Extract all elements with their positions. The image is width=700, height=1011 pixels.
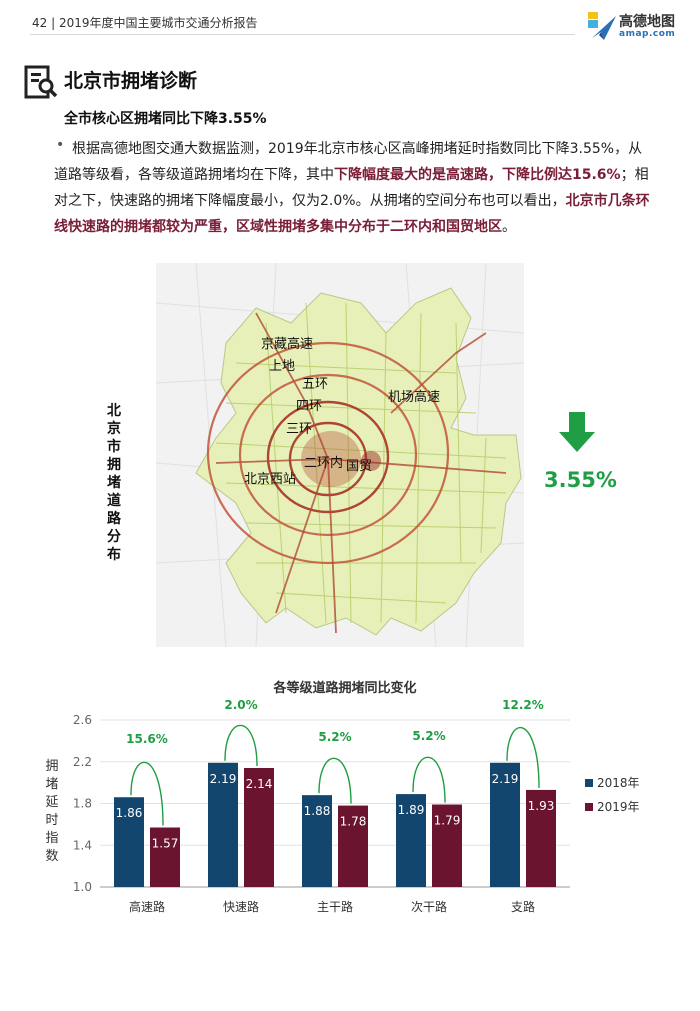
change-percentage-label: 5.2% [318, 730, 351, 744]
bar-value-label: 1.57 [152, 837, 179, 851]
body-paragraph: 根据高德地图交通大数据监测，2019年北京市核心区高峰拥堵延时指数同比下降3.5… [54, 136, 654, 240]
section-title: 北京市拥堵诊断 [64, 70, 198, 92]
bar-value-label: 1.88 [304, 804, 331, 818]
header-divider [30, 34, 575, 35]
paragraph-text-3: 。 [502, 219, 516, 235]
bar-2018 [490, 762, 520, 887]
change-arc [224, 724, 258, 767]
y-tick-label: 1.8 [73, 797, 92, 811]
y-tick-label: 2.6 [73, 713, 92, 727]
bar-value-label: 1.78 [340, 815, 367, 829]
chart-y-axis-label: 拥堵延时指数 [45, 759, 58, 864]
map-label-fifth-ring: 五环 [302, 377, 329, 392]
map-label-fourth-ring: 四环 [296, 399, 323, 414]
y-tick-label: 2.2 [73, 755, 92, 769]
bar-2019 [244, 768, 274, 887]
paragraph-text-1: 根据高德地图交通大数据监测，2019年北京市核心区高峰拥堵延时指数同比下降3.5… [54, 141, 643, 183]
bar-value-label: 2.19 [492, 772, 519, 786]
bar-2019 [432, 804, 462, 887]
map-side-label: 北京市拥堵道路分布 [107, 403, 121, 563]
bar-value-label: 1.93 [528, 799, 555, 813]
bar-2019 [526, 789, 556, 887]
change-arc [130, 761, 164, 826]
chart-title: 各等级道路拥堵同比变化 [272, 680, 416, 696]
down-arrow-icon [559, 412, 595, 452]
bar-2018 [114, 797, 144, 887]
amap-logo-icon [588, 12, 616, 40]
y-axis-label-char: 延 [45, 795, 58, 810]
logo-url: amap.com [619, 29, 676, 39]
y-axis-label-char: 拥 [45, 759, 58, 774]
logo-text: 高德地图 [619, 14, 675, 30]
map-label-third-ring: 三环 [286, 422, 313, 437]
bar-value-label: 2.19 [210, 772, 237, 786]
map-label-guomao: 国贸 [346, 459, 373, 474]
bar-2019 [150, 827, 180, 887]
map-label-beijing-west-station: 北京西站 [244, 472, 297, 487]
report-header: 42 | 2019年度中国主要城市交通分析报告 [32, 16, 258, 30]
x-tick-label: 主干路 [317, 899, 353, 914]
x-tick-label: 支路 [511, 899, 535, 914]
map-graphic [155, 262, 525, 648]
y-axis-label-char: 时 [45, 813, 58, 828]
legend-label: 2018年 [597, 776, 640, 790]
congestion-bar-chart: 各等级道路拥堵同比变化 拥堵延时指数 1.0 1.4 1.8 2.2 2.6 1.86 1… [45, 680, 640, 914]
legend-swatch [585, 779, 593, 787]
legend-label: 2019年 [597, 800, 640, 814]
bar-2019 [338, 805, 368, 887]
map-label-shangdi: 上地 [269, 359, 296, 374]
y-axis-label-char: 数 [45, 849, 58, 864]
x-tick-label: 快速路 [223, 899, 259, 914]
change-arc [506, 726, 540, 788]
y-tick-label: 1.0 [73, 880, 92, 894]
paragraph-text-2: ；相对之下，快速路的拥堵下降幅度最小，仅为2.0%。从拥堵的空间分布也可以看出， [54, 167, 649, 209]
change-arc [318, 757, 352, 804]
bar-value-label: 1.86 [116, 806, 143, 820]
highlight-ring-roads: 北京市几条环线快速路的拥堵都较为严重，区域性拥堵多集中分布于二环内和国贸地区 [54, 193, 650, 235]
congestion-map: 京藏高速 上地 五环 四环 机场高速 三环 二环内 国贸 北京西站 [155, 262, 525, 648]
legend-swatch [585, 803, 593, 811]
y-tick-label: 1.4 [73, 838, 92, 852]
bar-value-label: 1.79 [434, 814, 461, 828]
change-arc [412, 756, 446, 803]
x-tick-label: 次干路 [411, 899, 447, 914]
change-percentage-label: 5.2% [412, 729, 445, 743]
section-subtitle: 全市核心区拥堵同比下降3.55% [64, 111, 267, 127]
bar-value-label: 1.89 [398, 803, 425, 817]
change-percentage-label: 12.2% [502, 698, 544, 712]
highlight-highway: 下降幅度最大的是高速路，下降比例达15.6% [334, 167, 621, 183]
x-tick-label: 高速路 [129, 899, 165, 914]
bar-2018 [302, 795, 332, 887]
bar-value-label: 2.14 [246, 777, 273, 791]
bar-2018 [208, 762, 238, 887]
bar-2018 [396, 794, 426, 887]
y-axis-label-char: 指 [45, 831, 58, 846]
y-axis-label-char: 堵 [45, 777, 58, 792]
decline-percentage: 3.55% [544, 468, 617, 492]
bullet-dot: • [56, 137, 65, 153]
change-percentage-label: 15.6% [126, 732, 168, 746]
diagnosis-icon [24, 65, 58, 99]
map-label-jingzang: 京藏高速 [261, 337, 314, 352]
map-label-inside-second-ring: 二环内 [304, 456, 344, 471]
change-percentage-label: 2.0% [224, 698, 257, 712]
map-label-airport-expressway: 机场高速 [388, 390, 441, 405]
